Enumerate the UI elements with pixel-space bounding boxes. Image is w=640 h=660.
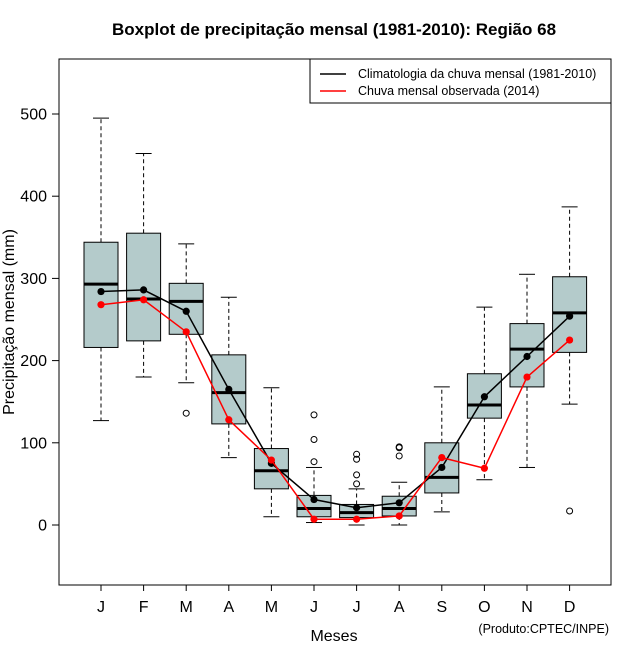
x-tick-label-6: J [353, 599, 361, 616]
box-10 [509, 273, 545, 468]
box-4 [253, 387, 289, 518]
series-line [100, 298, 571, 520]
series-point [395, 512, 403, 520]
x-tick-label-10: N [521, 599, 533, 616]
y-tick-label-500: 500 [20, 107, 47, 124]
x-tick-label-5: J [310, 599, 318, 616]
outlier-point [310, 458, 318, 466]
outlier-point [566, 507, 574, 515]
x-tick-label-1: F [139, 599, 149, 616]
series-point [523, 373, 531, 381]
x-tick-label-3: A [223, 599, 234, 616]
outlier-point [182, 409, 190, 417]
box-1 [126, 152, 162, 378]
outlier-point [310, 411, 318, 419]
series-point [310, 515, 318, 523]
outlier-point [353, 450, 361, 458]
series-point [523, 352, 531, 361]
series-climatology [97, 286, 574, 512]
y-tick-label-400: 400 [20, 189, 47, 206]
outlier-point [395, 443, 403, 451]
series-point [182, 328, 190, 336]
box-8 [424, 386, 460, 513]
x-tick-label-11: D [564, 599, 576, 616]
box-3 [211, 296, 247, 459]
box-11 [552, 206, 588, 515]
series-line [100, 289, 571, 509]
legend-label-climatology: Climatologia da chuva mensal (1981-2010) [358, 67, 596, 81]
series-observed [97, 296, 574, 523]
chart-title: Boxplot de precipitação mensal (1981-201… [112, 20, 556, 39]
series-point [182, 307, 190, 315]
x-tick-label-0: J [97, 599, 105, 616]
series-point [438, 463, 446, 472]
series-point [140, 296, 148, 304]
x-tick-label-2: M [180, 599, 193, 616]
series-point [225, 416, 233, 424]
series-point [438, 453, 446, 462]
boxes-group [83, 117, 588, 526]
box-9 [466, 306, 502, 481]
y-tick-label-100: 100 [20, 435, 47, 452]
y-tick-label-0: 0 [38, 518, 47, 535]
x-axis-label: Meses [310, 628, 357, 645]
series-point [480, 393, 488, 401]
y-tick-label-200: 200 [20, 353, 47, 370]
box-6 [339, 450, 375, 526]
x-tick-label-4: M [265, 599, 278, 616]
product-credit: (Produto:CPTEC/INPE) [478, 622, 609, 636]
outlier-point [353, 455, 361, 463]
outlier-point [395, 452, 403, 460]
series-point [140, 286, 148, 294]
box-5 [296, 411, 332, 524]
iqr-box [253, 448, 289, 490]
series-point [353, 515, 361, 523]
series-point [97, 287, 105, 296]
x-tick-label-7: A [394, 599, 405, 616]
outlier-point [353, 471, 361, 479]
legend: Climatologia da chuva mensal (1981-2010)… [309, 58, 612, 104]
series-point [566, 336, 574, 344]
series-point [97, 301, 105, 309]
series-point [395, 499, 403, 507]
series-lines-group [97, 286, 574, 523]
y-tick-label-300: 300 [20, 271, 47, 288]
series-point [353, 504, 361, 512]
outlier-point [310, 436, 318, 444]
x-tick-label-9: O [478, 599, 490, 616]
legend-box [309, 58, 612, 104]
series-point [480, 464, 488, 472]
series-point [566, 312, 574, 320]
x-tick-label-8: S [436, 599, 447, 616]
legend-label-observed: Chuva mensal observada (2014) [358, 84, 539, 98]
outlier-point [353, 480, 361, 488]
y-axis: 0 100 200 300 400 500 [20, 107, 60, 535]
box-0 [83, 117, 119, 422]
series-point [267, 456, 275, 464]
y-axis-label: Precipitação mensal (mm) [1, 229, 18, 415]
series-point [225, 385, 233, 393]
series-point [310, 495, 318, 504]
